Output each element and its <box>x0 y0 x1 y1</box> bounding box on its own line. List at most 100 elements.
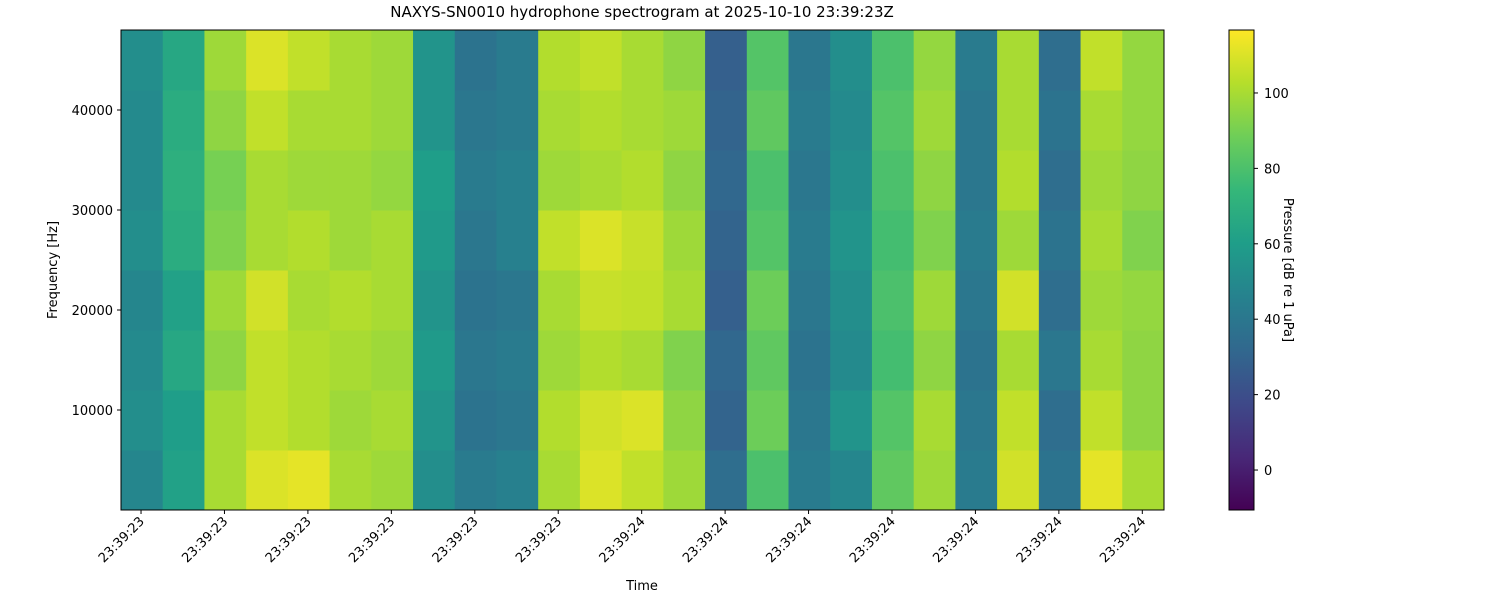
cell <box>454 90 497 151</box>
cell <box>204 210 247 271</box>
cell <box>788 270 831 331</box>
cell <box>830 30 873 91</box>
cell <box>1038 150 1082 211</box>
cell <box>871 390 915 451</box>
x-tick-label: 23:39:24 <box>1014 514 1066 566</box>
cell <box>871 210 915 271</box>
cell <box>1080 90 1123 151</box>
cell <box>121 390 164 451</box>
cell <box>955 30 998 91</box>
cell <box>121 450 164 511</box>
cell <box>454 30 497 91</box>
cell <box>997 330 1040 391</box>
cell <box>788 30 831 91</box>
cell <box>496 150 539 211</box>
cell <box>287 450 331 511</box>
cell <box>454 450 497 511</box>
cell <box>371 150 414 211</box>
y-tick-label: 10000 <box>72 404 113 419</box>
cell <box>621 270 664 331</box>
chart-title: NAXYS-SN0010 hydrophone spectrogram at 2… <box>390 3 894 21</box>
cell <box>830 450 873 511</box>
cell <box>121 150 164 211</box>
cell <box>663 330 706 391</box>
cell <box>371 270 414 331</box>
cell <box>663 390 706 451</box>
cell <box>1080 450 1123 511</box>
cell <box>496 210 539 271</box>
cell <box>579 90 623 151</box>
cell <box>621 30 664 91</box>
cell <box>746 150 790 211</box>
x-tick-label: 23:39:24 <box>930 514 982 566</box>
cell <box>579 30 623 91</box>
cell <box>663 210 706 271</box>
cell <box>663 30 706 91</box>
colorbar-label: Pressure [dB re 1 uPa] <box>1280 198 1295 342</box>
x-tick-label: 23:39:24 <box>1097 514 1149 566</box>
cell <box>830 90 873 151</box>
cell <box>1038 90 1082 151</box>
cell <box>621 390 664 451</box>
cell <box>997 30 1040 91</box>
cell <box>871 330 915 391</box>
cell <box>287 210 331 271</box>
cell <box>830 210 873 271</box>
x-tick-label: 23:39:23 <box>263 514 315 566</box>
cell <box>955 210 998 271</box>
cell <box>1122 450 1165 511</box>
cell <box>1080 210 1123 271</box>
cell <box>246 390 289 451</box>
colorbar <box>1228 29 1255 511</box>
cell <box>621 450 664 511</box>
cell <box>705 390 748 451</box>
cell <box>788 90 831 151</box>
cell <box>329 210 372 271</box>
cell <box>204 450 247 511</box>
cell <box>746 90 790 151</box>
cell <box>705 210 748 271</box>
cell <box>1122 390 1165 451</box>
colorbar-tick-label: 40 <box>1264 313 1281 328</box>
cell <box>997 150 1040 211</box>
y-tick-label: 40000 <box>72 104 113 119</box>
cell <box>746 330 790 391</box>
cell <box>663 150 706 211</box>
cell <box>955 90 998 151</box>
cell <box>371 390 414 451</box>
cell <box>496 330 539 391</box>
cell <box>1122 270 1165 331</box>
cell <box>579 210 623 271</box>
cell <box>788 330 831 391</box>
cell <box>162 390 205 451</box>
cell <box>1080 330 1123 391</box>
cell <box>162 270 205 331</box>
cell <box>746 270 790 331</box>
cell <box>788 450 831 511</box>
cell <box>621 330 664 391</box>
cell <box>746 210 790 271</box>
cell <box>329 270 372 331</box>
cell <box>371 90 414 151</box>
cell <box>287 270 331 331</box>
cell <box>997 210 1040 271</box>
x-tick-label: 23:39:23 <box>430 514 482 566</box>
cell <box>871 270 915 331</box>
cell <box>413 150 456 211</box>
cell <box>705 150 748 211</box>
cell <box>1038 330 1082 391</box>
cell <box>413 330 456 391</box>
cell <box>204 90 247 151</box>
cell <box>287 390 331 451</box>
cell <box>538 210 581 271</box>
x-tick-label: 23:39:24 <box>847 514 899 566</box>
cell <box>329 450 372 511</box>
cell <box>329 390 372 451</box>
cell <box>955 330 998 391</box>
cell <box>538 450 581 511</box>
colorbar-tick-label: 0 <box>1264 464 1272 479</box>
cell <box>246 210 289 271</box>
cell <box>955 390 998 451</box>
cell <box>454 150 497 211</box>
cell <box>121 30 164 91</box>
